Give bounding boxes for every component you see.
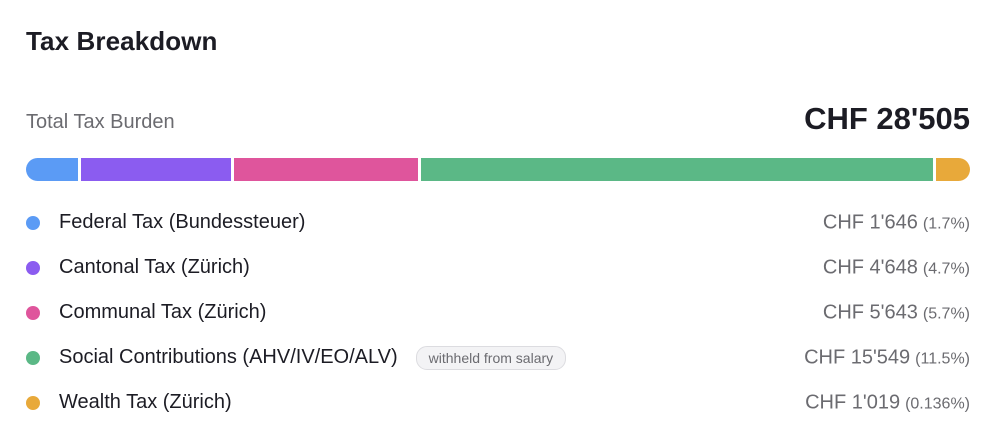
- item-amount-group: CHF 1'646 (1.7%): [823, 211, 970, 234]
- bar-segment-communal: [234, 158, 422, 181]
- item-percent: (4.7%): [922, 260, 970, 277]
- tax-breakdown-list: Federal Tax (Bundessteuer) CHF 1'646 (1.7…: [26, 200, 970, 425]
- item-amount: CHF 1'019: [805, 391, 901, 413]
- item-amount: CHF 4'648: [822, 256, 918, 278]
- item-amount-group: CHF 1'019 (0.136%): [805, 391, 970, 414]
- item-label: Social Contributions (AHV/IV/EO/ALV): [59, 346, 398, 368]
- item-percent: (5.7%): [922, 305, 970, 322]
- item-amount: CHF 5'643: [822, 301, 918, 323]
- legend-dot-federal: [26, 215, 40, 230]
- bar-segment-wealth: [936, 158, 970, 181]
- total-tax-value: CHF 28'505: [804, 101, 970, 136]
- item-label: Cantonal Tax (Zürich): [59, 256, 250, 278]
- legend-dot-wealth: [26, 395, 40, 410]
- item-percent: (0.136%): [905, 395, 970, 412]
- total-tax-label: Total Tax Burden: [26, 111, 175, 133]
- legend-dot-cantonal: [26, 260, 40, 275]
- bar-segment-cantonal: [80, 158, 235, 181]
- withheld-badge: withheld from salary: [415, 345, 567, 370]
- item-amount-group: CHF 5'643 (5.7%): [823, 301, 970, 324]
- list-item-cantonal: Cantonal Tax (Zürich) CHF 4'648 (4.7%): [26, 245, 970, 290]
- item-label: Federal Tax (Bundessteuer): [59, 211, 306, 233]
- item-amount: CHF 15'549: [804, 346, 911, 368]
- list-item-federal: Federal Tax (Bundessteuer) CHF 1'646 (1.7…: [26, 200, 970, 245]
- item-label: Communal Tax (Zürich): [59, 301, 267, 323]
- item-amount: CHF 1'646: [822, 211, 918, 233]
- list-item-communal: Communal Tax (Zürich) CHF 5'643 (5.7%): [26, 290, 970, 335]
- legend-dot-communal: [26, 305, 40, 320]
- tax-distribution-bar: [26, 158, 970, 181]
- item-label: Wealth Tax (Zürich): [59, 391, 232, 413]
- item-amount-group: CHF 15'549 (11.5%): [804, 346, 970, 369]
- list-item-wealth: Wealth Tax (Zürich) CHF 1'019 (0.136%): [26, 380, 970, 425]
- legend-dot-social: [26, 350, 40, 365]
- item-amount-group: CHF 4'648 (4.7%): [823, 256, 970, 279]
- bar-segment-federal: [26, 158, 81, 181]
- item-percent: (11.5%): [915, 350, 970, 367]
- card-title: Tax Breakdown: [26, 26, 218, 56]
- item-percent: (1.7%): [922, 215, 970, 232]
- bar-segment-social: [421, 158, 937, 181]
- list-item-social: Social Contributions (AHV/IV/EO/ALV) wit…: [26, 335, 970, 380]
